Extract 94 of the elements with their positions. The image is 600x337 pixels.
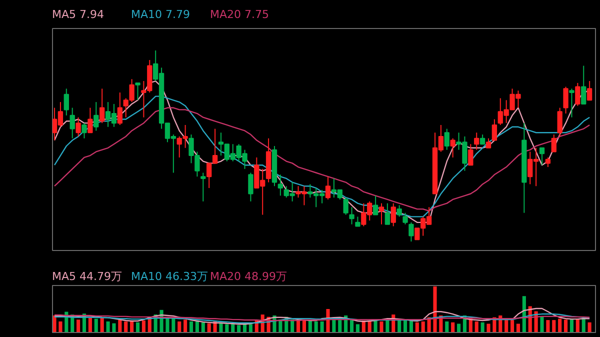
bar [237,325,241,332]
bar [504,320,508,332]
bar [94,318,98,332]
bar [558,318,562,332]
candlestick [248,172,254,202]
candlestick [349,206,354,225]
candlestick [355,216,360,227]
text: MA20 48.99万 [210,270,288,283]
candlestick [384,202,390,225]
candlestick [64,88,69,116]
bar [486,324,490,332]
candlestick [581,65,586,104]
bar [201,322,205,332]
bar [136,322,140,332]
candlestick [372,195,378,216]
candlestick [492,118,498,141]
candlestick [117,92,122,126]
bar [314,321,318,332]
candlestick [82,122,87,139]
text: MA10 7.79 [131,8,192,21]
text: MA20 7.75 [210,8,270,21]
bar [338,320,342,332]
bar [207,323,211,332]
bar [540,316,544,332]
bar [510,320,514,332]
bar [106,321,110,332]
candlestick [408,222,414,242]
bar [184,320,188,332]
bar [480,322,484,332]
bar [445,321,449,332]
bar [225,324,229,332]
text: MA10 46.33万 [131,270,209,283]
bar [296,320,300,332]
bar [88,317,92,332]
candlestick [450,138,456,158]
candlestick [378,202,384,225]
candlestick [539,147,545,166]
bar [456,324,461,332]
bar [166,318,170,332]
candlestick [557,107,562,137]
bar [195,321,199,332]
bar [124,321,128,332]
bar [474,321,478,332]
text: MA5 44.79万 [52,270,124,283]
bar [308,320,312,332]
candlestick [480,134,486,145]
candlestick [444,128,450,150]
candlestick [278,174,284,196]
text: MA5 7.94 [52,8,106,21]
candlestick [563,86,568,114]
bar [546,320,550,332]
bar [552,320,556,332]
bar [380,321,384,332]
bar [118,320,122,332]
candlestick [396,204,402,218]
bar [356,324,360,332]
bar [421,321,425,332]
candlestick [325,176,331,200]
candlestick [486,138,492,148]
bar [100,317,104,332]
candlestick [551,134,556,152]
bar [189,321,194,332]
candlestick [586,80,592,101]
candlestick [474,132,480,150]
candlestick [575,82,580,106]
bar [76,320,80,332]
bar [219,323,223,332]
bar [588,322,592,332]
bar [130,321,134,332]
candlestick [76,116,81,137]
bar [516,324,520,332]
candlestick [402,212,408,225]
bar [112,323,116,332]
bar [58,321,62,332]
bar [248,324,252,332]
candlestick [390,202,396,227]
bar [415,322,419,332]
candlestick [94,102,99,132]
candlestick [70,107,75,139]
candlestick [545,156,551,168]
candlestick [135,82,140,101]
candlestick [569,88,574,118]
candlestick [468,144,474,166]
bar [433,286,437,332]
bar [142,320,146,332]
bar [564,320,568,332]
bar [178,321,182,332]
bar [350,320,354,332]
candlestick [200,172,206,202]
bar [451,322,455,332]
candlestick [343,197,348,216]
candlestick [100,88,105,124]
candlestick [88,107,93,134]
bar [320,321,324,332]
